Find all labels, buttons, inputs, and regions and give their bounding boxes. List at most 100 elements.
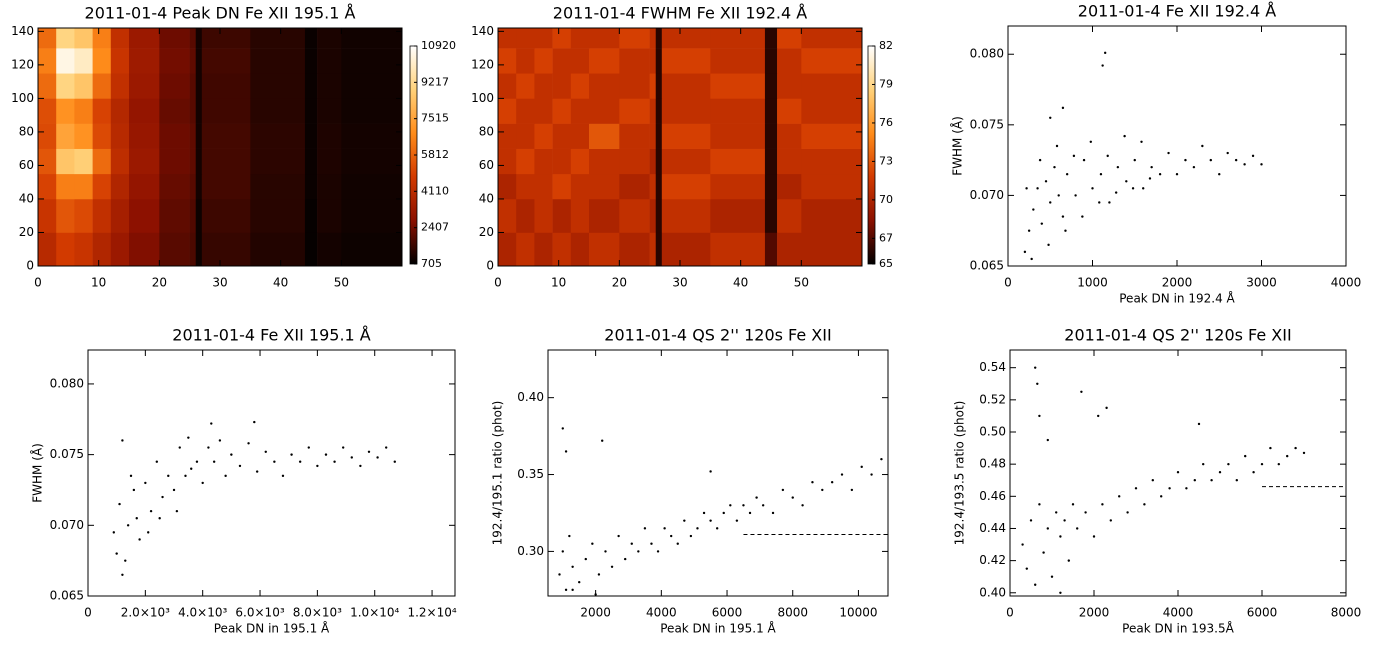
heatmap-cell	[777, 98, 802, 124]
scatter-point	[1148, 177, 1152, 180]
heatmap-cell	[777, 28, 802, 49]
scatter-point	[1209, 158, 1213, 162]
heatmap-cell	[74, 73, 93, 99]
heatmap-cell	[570, 198, 590, 233]
scatter-point	[571, 565, 574, 568]
heatmap-cell	[570, 173, 590, 200]
heatmap-cell	[341, 48, 403, 74]
heatmap-cell	[129, 232, 160, 267]
colorbar-tick-label: 10920	[421, 39, 456, 52]
heatmap-cell	[195, 73, 203, 99]
heatmap-cell	[189, 148, 197, 175]
heatmap-cell	[764, 173, 778, 200]
scatter-point	[264, 450, 267, 453]
y-tick-label: 0.52	[979, 392, 1006, 406]
scatter-point	[1046, 527, 1050, 530]
heatmap-cell	[649, 28, 657, 49]
scatter-point	[558, 573, 561, 576]
heatmap-cell	[195, 148, 203, 175]
colorbar-tick-label: 7515	[421, 112, 449, 125]
heatmap-cell	[777, 148, 802, 175]
heatmap-cell	[655, 28, 663, 49]
scatter-point	[212, 460, 216, 463]
colorbar-tick-label: 9217	[421, 75, 449, 88]
heatmap-cell	[201, 48, 251, 74]
heatmap-cell	[710, 98, 766, 124]
scatter-point	[1143, 503, 1146, 506]
scatter-point	[735, 519, 739, 522]
scatter-point	[729, 504, 732, 507]
heatmap-cell	[92, 148, 112, 175]
scatter-point	[1235, 479, 1239, 482]
scatter-point	[561, 427, 564, 430]
heatmap-cell	[56, 198, 75, 233]
scatter-point	[118, 502, 121, 506]
heatmap-cell	[570, 123, 590, 149]
heatmap-cell	[38, 173, 57, 200]
heatmap-cell	[710, 173, 766, 200]
scatter-point	[1210, 479, 1213, 482]
heatmap-cell	[764, 123, 778, 149]
heatmap-cell	[801, 148, 863, 175]
heatmap-cell	[74, 173, 93, 200]
heatmap-cell	[655, 148, 663, 175]
heatmap-cell	[570, 28, 590, 49]
y-tick-label: 140	[11, 24, 34, 38]
scatter-point	[1175, 173, 1179, 176]
heatmap-cell	[38, 48, 57, 74]
heatmap-cell	[74, 28, 93, 49]
scatter-point	[1034, 366, 1037, 369]
heatmap-cell	[619, 148, 650, 175]
heatmap-cell	[201, 198, 251, 233]
y-tick-label: 20	[19, 225, 34, 239]
x-axis-label: Peak DN in 192.4 Å	[1119, 291, 1235, 306]
scatter-point	[702, 511, 706, 515]
heatmap-cell	[129, 73, 160, 99]
plot-frame	[1007, 25, 1347, 267]
x-tick-label: 4000	[1163, 606, 1194, 620]
heatmap-cell	[764, 148, 778, 175]
heatmap-cell	[189, 28, 197, 49]
x-tick-label: 50	[334, 276, 349, 290]
y-tick-label: 0.40	[517, 390, 544, 404]
colorbar-tick-label: 705	[421, 257, 442, 270]
scatter-point	[1105, 406, 1108, 410]
scatter-point	[709, 519, 712, 522]
heatmap-cell	[189, 232, 197, 267]
y-tick-label: 0.54	[979, 360, 1006, 374]
y-tick-label: 20	[479, 225, 494, 239]
scatter-point	[1286, 454, 1289, 458]
heatmap-cell	[195, 123, 203, 149]
heatmap-cell	[589, 232, 620, 267]
heatmap-cell	[38, 198, 57, 233]
scatter-point	[333, 460, 336, 463]
scatter-point	[359, 464, 362, 468]
heatmap-cell	[110, 98, 130, 124]
heatmap-cell	[56, 73, 75, 99]
scatter-point	[650, 542, 653, 545]
heatmap-cell	[661, 48, 711, 74]
heatmap-cell	[250, 73, 306, 99]
x-tick-label: 10	[91, 276, 106, 290]
heatmap-cell	[38, 232, 57, 267]
heatmap-cell	[552, 28, 572, 49]
heatmap-cell	[74, 232, 93, 267]
scatter-point	[1082, 158, 1086, 162]
heatmap-cell	[764, 48, 778, 74]
heatmap-cell	[159, 232, 190, 267]
heatmap-cell	[195, 48, 203, 74]
heatmap-cell	[516, 123, 535, 149]
heatmap-cell	[110, 123, 130, 149]
scatter-point	[1103, 51, 1107, 55]
colorbar-tick-label: 4110	[421, 184, 449, 197]
heatmap-cell	[777, 198, 802, 233]
scatter-point	[709, 470, 712, 473]
heatmap-cell	[801, 98, 863, 124]
heatmap-cell	[649, 123, 657, 149]
y-tick-label: 0.080	[50, 376, 84, 390]
y-tick-label: 40	[479, 191, 494, 205]
heatmap-cell	[317, 98, 342, 124]
heatmap-cell	[129, 123, 160, 149]
heatmap-cell	[498, 123, 517, 149]
scatter-point	[1134, 487, 1138, 490]
